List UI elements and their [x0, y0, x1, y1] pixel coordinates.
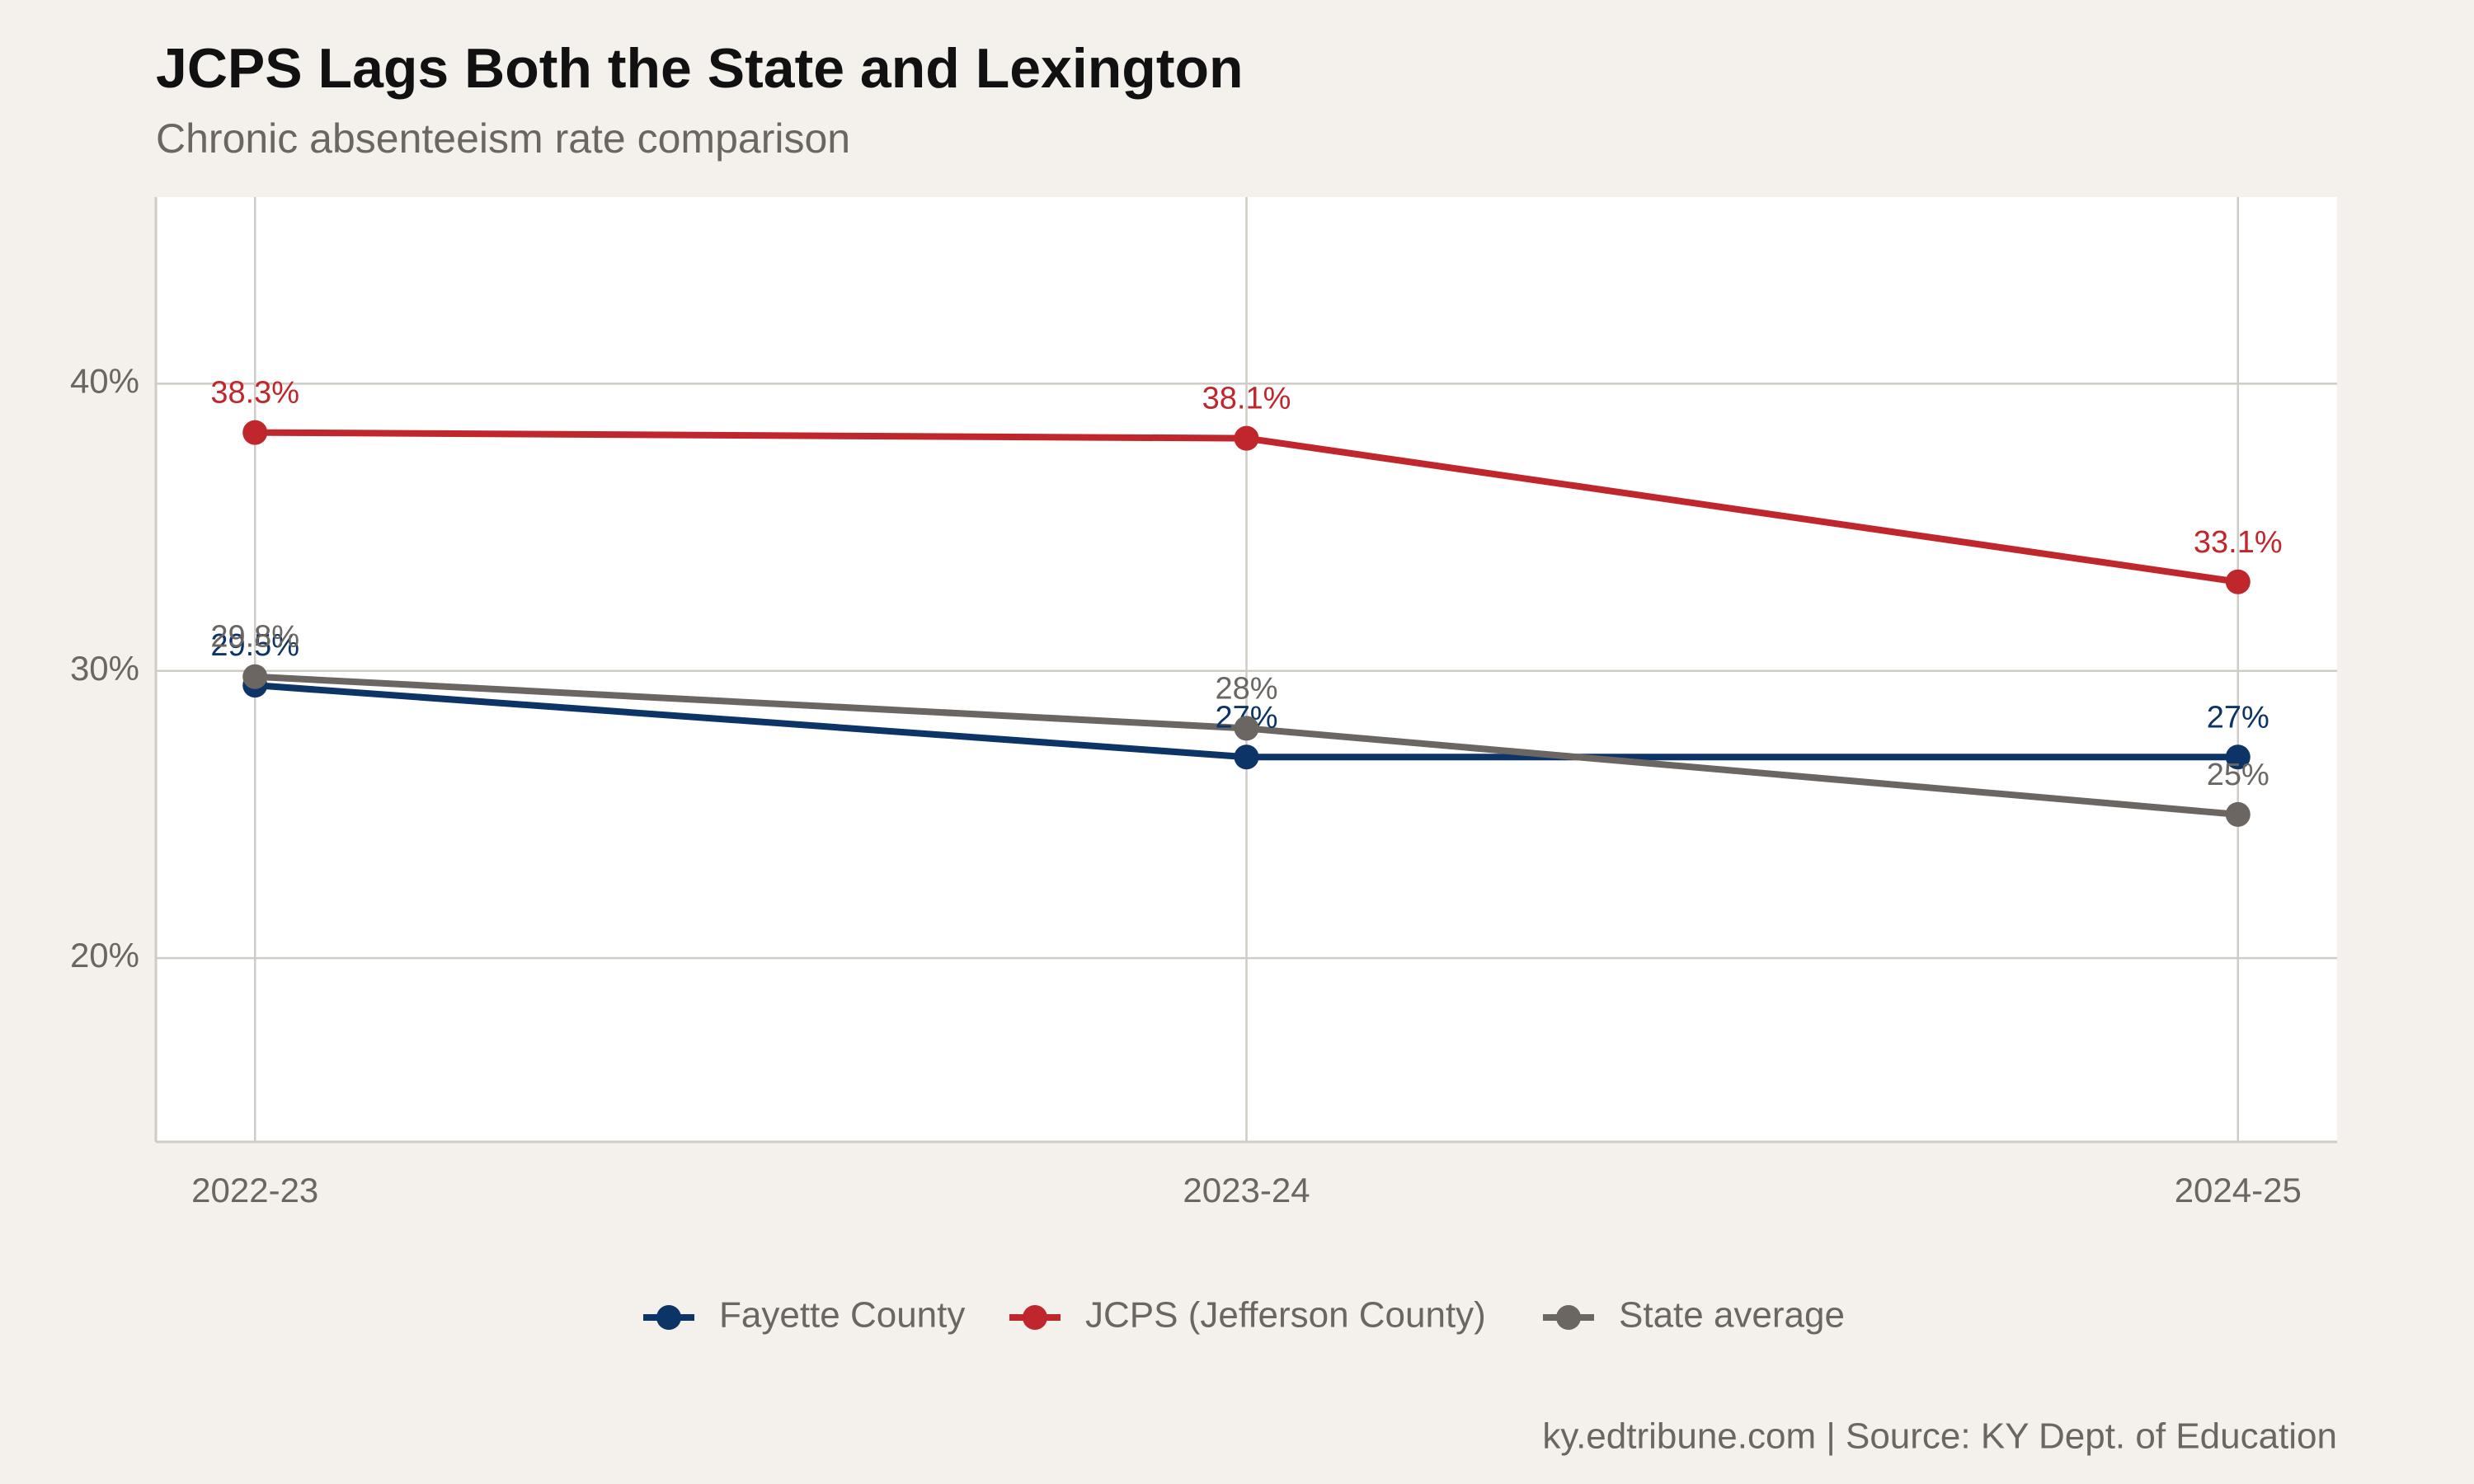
caption: ky.edtribune.com | Source: KY Dept. of E… — [1542, 1416, 2337, 1457]
data-label: 38.3% — [210, 376, 299, 411]
data-point — [2225, 801, 2251, 827]
data-point — [2225, 744, 2251, 770]
data-label: 33.1% — [2194, 525, 2283, 560]
y-tick-label: 40% — [70, 362, 139, 401]
data-label: 25% — [2207, 758, 2269, 792]
data-point — [242, 664, 268, 689]
data-label: 29.8% — [210, 620, 299, 655]
data-label: 27% — [2207, 700, 2269, 735]
data-label: 38.1% — [1202, 382, 1291, 416]
data-label: 29.5% — [210, 628, 299, 663]
y-tick-label: 30% — [70, 649, 139, 688]
legend-label: State average — [1619, 1295, 1845, 1336]
data-point — [242, 420, 268, 445]
legend-swatch-point — [656, 1305, 681, 1330]
x-tick-label: 2022-23 — [191, 1171, 318, 1209]
legend-swatch-point — [1556, 1305, 1581, 1330]
chart-subtitle: Chronic absenteeism rate comparison — [156, 115, 850, 162]
legend-label: JCPS (Jefferson County) — [1085, 1295, 1486, 1336]
x-tick-label: 2024-25 — [2175, 1171, 2302, 1209]
data-point — [1234, 744, 1259, 770]
chart-title: JCPS Lags Both the State and Lexington — [156, 37, 1244, 100]
legend-swatch-point — [1023, 1305, 1047, 1330]
data-label: 28% — [1215, 671, 1277, 706]
data-point — [2225, 569, 2251, 594]
data-point — [1234, 425, 1259, 451]
y-tick-label: 20% — [70, 936, 139, 974]
data-point — [1234, 716, 1259, 741]
legend-label: Fayette County — [719, 1295, 965, 1336]
x-tick-label: 2023-24 — [1183, 1171, 1310, 1209]
